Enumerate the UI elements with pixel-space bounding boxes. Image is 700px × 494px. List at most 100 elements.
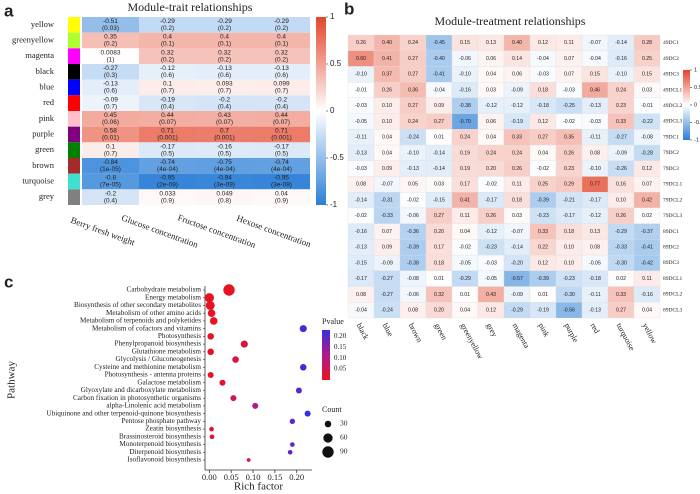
colorbar-tick-label: 1 <box>694 67 697 73</box>
heatmap-cell <box>82 32 139 49</box>
y-tick-label: Glyoxylate and dicarboxylate metabolism <box>81 386 202 394</box>
cell-value: -0.08 <box>641 135 653 141</box>
y-tick-label: Ubiquinone and other terpenoid-quinone b… <box>46 409 201 417</box>
y-tick-label: Monoterpenoid biosynthesis <box>119 440 201 448</box>
cell-pvalue: (0.6) <box>275 72 288 79</box>
cell-value: -0.05 <box>589 260 601 266</box>
cell-value: 0.04 <box>642 308 652 314</box>
y-tick-label: Photosynthesis <box>158 332 201 340</box>
row-label: black <box>36 66 55 76</box>
cell-value: -0.05 <box>485 276 497 282</box>
cell-value: -0.14 <box>615 40 627 46</box>
cell-value: 0.33 <box>616 119 626 125</box>
heatmap-cell <box>196 158 253 174</box>
y-tick-label: Energy metabolism <box>145 293 201 301</box>
cell-value: 0.07 <box>564 72 574 78</box>
size-legend-label: 60 <box>340 433 348 442</box>
cell-value: 0.26 <box>616 213 626 219</box>
cell-value: 0.15 <box>460 40 470 46</box>
cell-value: 0.71 <box>275 128 288 135</box>
cell-value: -0.03 <box>563 87 575 93</box>
heatmap-cell <box>196 79 253 96</box>
module-swatch <box>68 142 80 158</box>
column-label: brown <box>407 322 425 344</box>
module-swatch <box>68 64 80 80</box>
cell-value: 0.27 <box>408 56 418 62</box>
cell-value: -0.06 <box>459 56 471 62</box>
cell-value: 0.03 <box>512 213 522 219</box>
colorbar-tick-label: 0.5 <box>330 59 342 68</box>
cell-pvalue: (0.7) <box>275 88 288 95</box>
cell-value: 0.1 <box>163 81 172 88</box>
cell-value: -0.10 <box>459 72 471 78</box>
module-swatch <box>68 173 80 190</box>
heatmap-cell <box>196 32 253 49</box>
cell-value: -0.10 <box>355 72 367 78</box>
cell-value: -0.57 <box>511 276 523 282</box>
heatmap-cell <box>139 173 196 190</box>
cell-value: 0.04 <box>460 308 470 314</box>
module-swatch <box>68 79 80 96</box>
dot <box>289 418 296 425</box>
cell-pvalue: (0.2) <box>161 25 174 32</box>
cell-pvalue: (0.6) <box>104 88 117 95</box>
cell-value: 0.40 <box>512 40 522 46</box>
cell-pvalue: (0.06) <box>102 119 119 126</box>
dot <box>209 434 215 440</box>
cell-value: 0.43 <box>486 292 496 298</box>
cell-value: -0.07 <box>511 229 523 235</box>
cell-value: 0.07 <box>382 229 392 235</box>
cell-value: -0.95 <box>160 175 175 182</box>
dot <box>209 426 214 432</box>
cell-value: 0.04 <box>538 150 548 156</box>
dot <box>207 309 216 317</box>
cell-value: -0.09 <box>103 96 118 103</box>
heatmap-cell <box>82 189 139 205</box>
cell-value: 0.40 <box>382 40 392 46</box>
heatmap-cell <box>139 32 196 49</box>
cell-pvalue: (1e-05) <box>100 166 121 173</box>
cell-pvalue: (0.4) <box>161 103 174 110</box>
cell-value: 0.099 <box>273 81 290 88</box>
cell-value: 0.20 <box>486 166 496 172</box>
cell-value: 0.41 <box>460 197 470 203</box>
heatmap-cell <box>82 95 139 111</box>
row-label: 79DCL3 <box>663 213 683 219</box>
cell-value: 0.32 <box>434 292 444 298</box>
chart-title: Module-treatment relationships <box>435 14 586 28</box>
heatmap-cell <box>253 17 310 33</box>
row-label: 89DC1 <box>663 229 679 235</box>
row-label: 49DC2 <box>663 56 679 62</box>
column-label: greenyellow <box>459 322 486 361</box>
cell-value: -0.13 <box>589 308 601 314</box>
cell-value: -0.41 <box>433 72 445 78</box>
cell-value: -0.74 <box>274 159 289 166</box>
heatmap-cell <box>82 142 139 158</box>
y-tick-label: Biosynthesis of other secondary metaboli… <box>74 301 201 309</box>
y-tick-label: alpha-Linolenic acid metabolism <box>106 402 201 410</box>
cell-value: 0.35 <box>104 34 117 41</box>
size-legend-dot <box>324 420 332 428</box>
cell-value: 0.0083 <box>101 49 121 56</box>
cell-value: 0.08 <box>590 150 600 156</box>
cell-value: -0.17 <box>485 197 497 203</box>
cell-value: 0.04 <box>486 72 496 78</box>
cell-value: -0.02 <box>537 166 549 172</box>
cell-pvalue: (0.7) <box>218 88 231 95</box>
dot <box>205 301 215 310</box>
cell-value: 0.35 <box>564 135 574 141</box>
cell-pvalue: (0.7) <box>104 103 117 110</box>
cell-value: 0.46 <box>590 87 600 93</box>
cell-value: -0.13 <box>355 245 367 251</box>
cell-value: -0.12 <box>485 103 497 109</box>
cell-pvalue: (0.7) <box>104 150 117 157</box>
column-label: red <box>589 322 602 335</box>
cell-value: 0.03 <box>434 182 444 188</box>
heatmap-cell <box>196 111 253 127</box>
cell-value: -0.39 <box>407 245 419 251</box>
cell-value: 0.22 <box>538 245 548 251</box>
cell-value: -0.12 <box>485 229 497 235</box>
cell-value: 0.03 <box>642 87 652 93</box>
color-legend-title: Pvalue <box>322 317 344 326</box>
cell-value: 0.26 <box>564 150 574 156</box>
